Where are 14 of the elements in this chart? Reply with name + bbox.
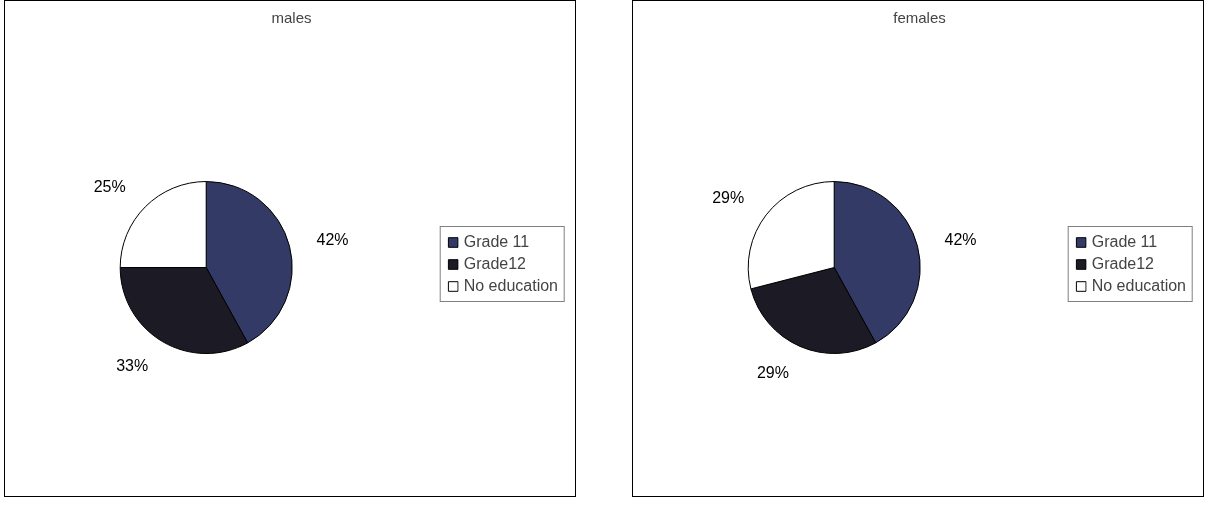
- data-label: 33%: [116, 357, 149, 375]
- legend-label: Grade 11: [463, 233, 530, 251]
- legend-label: Grade12: [1091, 255, 1154, 273]
- legend-label: Grade 11: [1091, 233, 1158, 251]
- data-label: 42%: [316, 230, 349, 248]
- data-label: 42%: [944, 230, 977, 248]
- data-label: 25%: [93, 178, 126, 196]
- data-label: 29%: [712, 189, 745, 207]
- legend-label: No education: [1091, 277, 1186, 295]
- data-label: 29%: [756, 363, 789, 381]
- legend-label: No education: [463, 277, 558, 295]
- legend-label: Grade12: [463, 255, 526, 273]
- chart-title: males: [271, 8, 312, 26]
- chart-title: females: [893, 8, 946, 26]
